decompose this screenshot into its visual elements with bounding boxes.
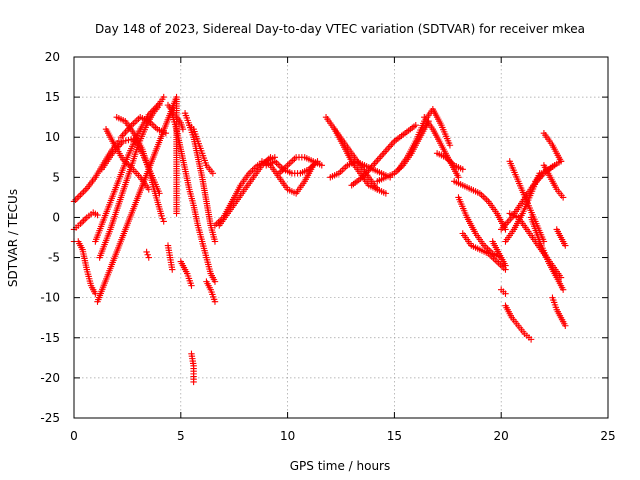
data-point	[190, 378, 197, 386]
data-point	[160, 93, 167, 101]
x-tick-label: 0	[70, 429, 78, 443]
series-arc-34	[459, 230, 509, 273]
series-arc-13	[169, 111, 219, 285]
data-point	[156, 101, 163, 109]
y-tick-label: -25	[40, 411, 60, 425]
data-point	[143, 248, 150, 256]
series-arc-35	[489, 238, 509, 269]
series-arc-46	[549, 294, 569, 329]
series-arc-14	[181, 109, 219, 245]
y-axis-label: SDTVAR / TECUs	[6, 189, 20, 287]
series-arc-23	[275, 154, 325, 177]
y-tick-label: -5	[48, 251, 60, 265]
data-point	[459, 166, 466, 173]
data-point	[412, 121, 419, 129]
data-point	[559, 194, 567, 201]
series-arc-02	[70, 209, 101, 233]
data-point	[145, 254, 152, 261]
y-tick-label: 0	[52, 210, 60, 224]
data-point	[455, 174, 462, 181]
x-tick-label: 15	[387, 429, 402, 443]
x-tick-label: 20	[494, 429, 509, 443]
data-point	[318, 162, 325, 169]
data-markers	[70, 93, 569, 386]
data-point-sample	[144, 251, 151, 258]
series-arc-26	[327, 158, 394, 181]
data-point	[211, 278, 219, 285]
y-tick-label: -15	[40, 331, 60, 345]
series-arc-36	[498, 286, 509, 297]
series-arc-27	[348, 121, 419, 189]
data-point	[94, 211, 101, 219]
series-arc-45	[540, 130, 565, 165]
series-arc-47	[553, 226, 569, 249]
chart-title: Day 148 of 2023, Sidereal Day-to-day VTE…	[95, 22, 585, 36]
data-point	[211, 238, 219, 245]
series-arc-20	[216, 154, 274, 229]
series-arc-31	[433, 150, 466, 173]
y-tick-label: -20	[40, 371, 60, 385]
series-arc-42	[527, 214, 567, 293]
series-arc-11	[164, 242, 176, 273]
data-point	[179, 126, 187, 133]
series-arc-32	[451, 178, 509, 233]
data-point	[562, 322, 569, 329]
data-point	[160, 218, 167, 225]
x-axis-label: GPS time / hours	[290, 459, 391, 473]
data-point	[502, 262, 509, 269]
y-tick-label: 15	[45, 90, 60, 104]
data-point	[211, 298, 219, 305]
series-arc-16	[177, 258, 195, 289]
series-arc-09	[117, 113, 170, 141]
series-arc-44	[540, 162, 567, 201]
data-point	[527, 336, 535, 343]
series-arc-18	[203, 278, 219, 305]
data-point	[446, 142, 454, 149]
y-tick-label: 20	[45, 50, 60, 64]
data-point	[562, 242, 569, 249]
y-tick-label: 10	[45, 130, 60, 144]
x-tick-label: 25	[600, 429, 615, 443]
series-arc-15	[186, 121, 217, 177]
series-arc-03	[70, 238, 99, 297]
data-point	[267, 154, 274, 161]
data-point	[382, 190, 390, 197]
x-tick-label: 5	[177, 429, 185, 443]
series-isolated	[94, 93, 180, 305]
x-tick-label: 10	[280, 429, 295, 443]
data-point	[559, 286, 567, 293]
data-point-sample	[159, 215, 166, 222]
data-point	[169, 266, 176, 273]
series-arc-29	[395, 105, 454, 173]
plot-frame	[73, 56, 609, 419]
data-point	[502, 290, 509, 297]
data-point	[173, 210, 180, 217]
data-point	[158, 212, 165, 220]
series-arc-37	[502, 302, 535, 343]
axis-ticks: 0 5 10 15 20 25 -25 -20 -15 -10 -5 0 5 10 15 20	[40, 50, 615, 443]
data-point	[209, 170, 217, 177]
data-point	[557, 158, 565, 165]
y-tick-label: -10	[40, 291, 60, 305]
series-arc-10	[143, 248, 152, 261]
series-arc-17	[188, 350, 197, 386]
y-tick-label: 5	[52, 170, 60, 184]
data-point	[188, 282, 195, 289]
